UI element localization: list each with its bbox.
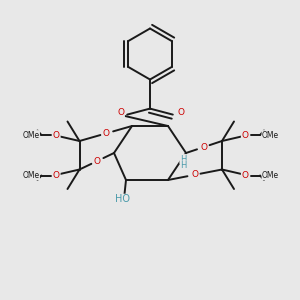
Text: O: O — [191, 170, 199, 179]
Text: OMe: OMe — [22, 130, 40, 140]
Text: O: O — [102, 129, 109, 138]
Text: H: H — [180, 161, 187, 170]
Text: O: O — [242, 171, 249, 180]
Text: O: O — [177, 108, 184, 117]
Text: OMe: OMe — [262, 130, 279, 140]
Text: H: H — [180, 154, 186, 164]
Text: O: O — [200, 142, 208, 152]
Text: O: O — [242, 130, 249, 140]
Text: O: O — [117, 108, 124, 117]
Text: O: O — [53, 130, 60, 140]
Text: HO: HO — [116, 194, 130, 205]
Text: OMe: OMe — [262, 171, 279, 180]
Text: O: O — [93, 157, 100, 166]
Text: OMe: OMe — [22, 171, 40, 180]
Text: O: O — [53, 171, 60, 180]
